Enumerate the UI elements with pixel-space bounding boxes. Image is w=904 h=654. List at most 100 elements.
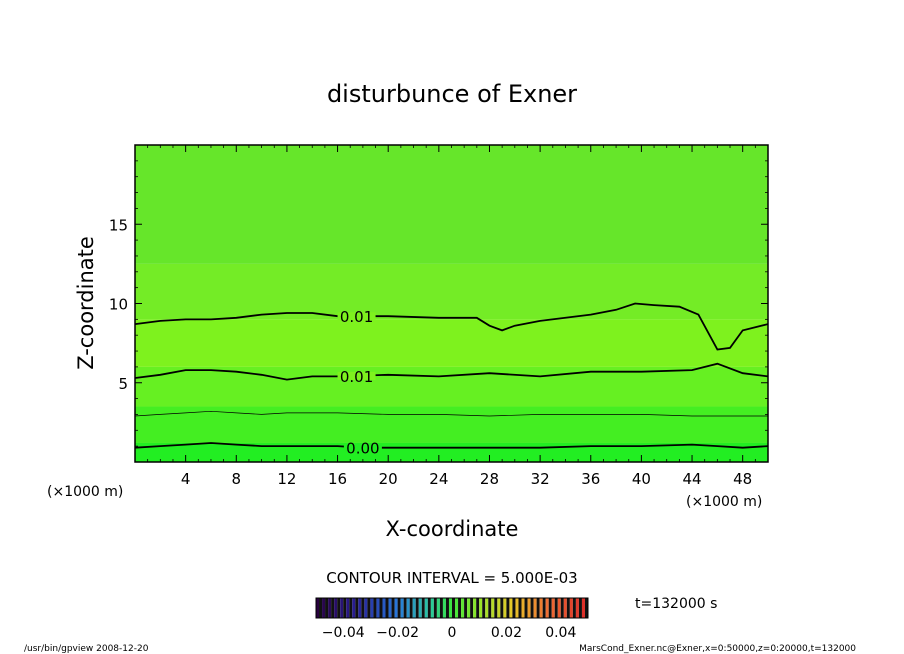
- colorbar-cell: [325, 598, 329, 618]
- colorbar-cell: [400, 598, 404, 618]
- contour-label-0: 0.00: [346, 440, 379, 458]
- colorbar-cell: [536, 598, 540, 618]
- fill-band-3: [135, 319, 768, 367]
- fill-band-2: [135, 366, 768, 407]
- colorbar-tick-label-1: −0.02: [376, 625, 419, 641]
- colorbar-cell: [376, 598, 380, 618]
- colorbar-cell: [548, 598, 552, 618]
- contour-labels: 0.00 0.01 0.01: [340, 308, 380, 458]
- colorbar-cell: [421, 598, 425, 618]
- y-tick-label-1: 10: [109, 296, 128, 314]
- colorbar-cell: [506, 598, 510, 618]
- colorbar-cell: [415, 598, 419, 618]
- colorbar-cell: [554, 598, 558, 618]
- colorbar-cell: [512, 598, 516, 618]
- y-tick-label-0: 5: [118, 375, 128, 393]
- x-tick-label-11: 48: [733, 470, 752, 488]
- colorbar-cell: [436, 598, 440, 618]
- colorbar-cell: [524, 598, 528, 618]
- colorbar-cell: [461, 598, 465, 618]
- colorbar-cell: [352, 598, 356, 618]
- x-unit-label-left: (×1000 m): [47, 484, 123, 500]
- colorbar-cell: [322, 598, 326, 618]
- colorbar-cell: [557, 598, 561, 618]
- x-tick-label-0: 4: [181, 470, 191, 488]
- colorbar-cell: [406, 598, 410, 618]
- colorbar-cell: [482, 598, 486, 618]
- x-tick-label-8: 36: [581, 470, 600, 488]
- colorbar-cell: [361, 598, 365, 618]
- contour-line-3: [135, 302, 768, 351]
- colorbar-cell: [427, 598, 431, 618]
- footer-left: /usr/bin/gpview 2008-12-20: [24, 644, 149, 654]
- x-unit-label-right: (×1000 m): [686, 494, 762, 510]
- contour-line-1: [135, 410, 768, 417]
- colorbar-cell: [370, 598, 374, 618]
- colorbar-cell: [409, 598, 413, 618]
- colorbar-cell: [578, 598, 582, 618]
- colorbar-tick-label-0: −0.04: [322, 625, 365, 641]
- x-tick-label-3: 16: [328, 470, 347, 488]
- colorbar-cell: [439, 598, 443, 618]
- colorbar-cell: [470, 598, 474, 618]
- colorbar-tick-label-3: 0.02: [491, 625, 522, 641]
- colorbar-cell: [367, 598, 371, 618]
- colorbar-cell: [545, 598, 549, 618]
- colorbar-tick-labels: −0.04 −0.02 0 0.02 0.04: [322, 625, 577, 641]
- colorbar: [316, 598, 588, 618]
- colorbar-cell: [491, 598, 495, 618]
- fill-band-4: [135, 263, 768, 320]
- colorbar-cell: [473, 598, 477, 618]
- colorbar-cell: [584, 598, 588, 618]
- colorbar-cell: [430, 598, 434, 618]
- colorbar-cell: [391, 598, 395, 618]
- colorbar-cell: [394, 598, 398, 618]
- colorbar-cell: [433, 598, 437, 618]
- colorbar-cell: [418, 598, 422, 618]
- colorbar-cell: [509, 598, 513, 618]
- colorbar-cell: [488, 598, 492, 618]
- contour-label-2: 0.01: [340, 368, 373, 386]
- x-tick-label-5: 24: [429, 470, 448, 488]
- contour-label-gap-2: [337, 371, 376, 380]
- colorbar-tick-label-2: 0: [448, 625, 457, 641]
- colorbar-cell: [521, 598, 525, 618]
- colorbar-cell: [464, 598, 468, 618]
- colorbar-cell: [316, 598, 320, 618]
- colorbar-cell: [551, 598, 555, 618]
- colorbar-cell: [379, 598, 383, 618]
- fill-band-0: [135, 442, 768, 462]
- x-tick-label-4: 20: [379, 470, 398, 488]
- colorbar-cell: [575, 598, 579, 618]
- footer-right: MarsCond_Exner.nc@Exner,x=0:50000,z=0:20…: [579, 644, 856, 654]
- colorbar-cell: [467, 598, 471, 618]
- colorbar-cell: [334, 598, 338, 618]
- colorbar-cell: [485, 598, 489, 618]
- colorbar-cell: [340, 598, 344, 618]
- colorbar-cell: [424, 598, 428, 618]
- colorbar-cell: [542, 598, 546, 618]
- contour-label-gap-0: [343, 443, 382, 452]
- x-tick-label-10: 44: [682, 470, 701, 488]
- colorbar-cell: [364, 598, 368, 618]
- x-tick-label-2: 12: [277, 470, 296, 488]
- colorbar-cell: [566, 598, 570, 618]
- colorbar-cell: [445, 598, 449, 618]
- colorbar-cell: [319, 598, 323, 618]
- colorbar-cell: [349, 598, 353, 618]
- colorbar-cell: [527, 598, 531, 618]
- colorbar-cell: [412, 598, 416, 618]
- colorbar-frame: [315, 597, 589, 619]
- colorbar-cell: [530, 598, 534, 618]
- colorbar-cell: [479, 598, 483, 618]
- colorbar-cell: [455, 598, 459, 618]
- colorbar-cell: [337, 598, 341, 618]
- colorbar-cell: [373, 598, 377, 618]
- x-tick-label-7: 32: [531, 470, 550, 488]
- chart-title: disturbunce of Exner: [327, 80, 577, 108]
- x-axis-label: X-coordinate: [386, 517, 519, 541]
- colorbar-cell: [382, 598, 386, 618]
- colorbar-cell: [442, 598, 446, 618]
- y-tick-label-2: 15: [109, 216, 128, 234]
- colorbar-cell: [518, 598, 522, 618]
